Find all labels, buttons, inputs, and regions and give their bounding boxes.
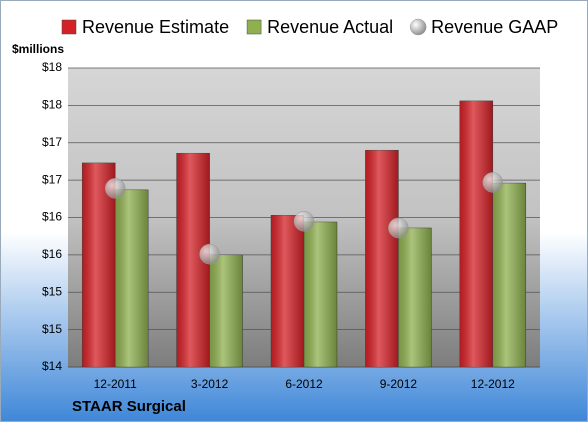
bar (270, 215, 305, 368)
y-tick-label: $18 (42, 60, 62, 74)
y-tick-label: $17 (42, 172, 62, 186)
bar (365, 149, 399, 368)
y-tick-label: $15 (42, 322, 62, 336)
point (104, 178, 126, 199)
bar (209, 254, 243, 368)
point (199, 243, 220, 265)
point (482, 172, 504, 193)
bar (303, 221, 338, 368)
chart-title: STAAR Surgical (72, 398, 186, 415)
legend-label: Revenue Actual (267, 17, 393, 37)
y-tick-label: $14 (42, 359, 62, 373)
bar (114, 189, 149, 368)
x-tick-label: 12-2012 (471, 377, 515, 391)
x-tick-label: 9-2012 (380, 377, 418, 391)
legend-swatch (409, 18, 427, 36)
point (388, 217, 409, 239)
y-tick-label: $17 (42, 135, 62, 149)
y-tick-label: $18 (42, 98, 62, 112)
y-tick-label: $16 (42, 247, 62, 261)
y-axis-label: $millions (12, 42, 64, 56)
x-tick-label: 12-2011 (94, 377, 137, 391)
y-tick-label: $16 (42, 210, 62, 224)
legend-label: Revenue GAAP (431, 17, 558, 37)
bar (492, 182, 527, 368)
x-tick-label: 3-2012 (191, 377, 229, 391)
bar (398, 227, 432, 368)
legend-label: Revenue Estimate (82, 17, 229, 37)
legend-swatch (61, 19, 77, 35)
point (293, 210, 315, 232)
legend-swatch (246, 19, 262, 35)
y-tick-label: $15 (42, 284, 62, 298)
x-tick-label: 6-2012 (285, 377, 323, 391)
bar (459, 100, 494, 368)
